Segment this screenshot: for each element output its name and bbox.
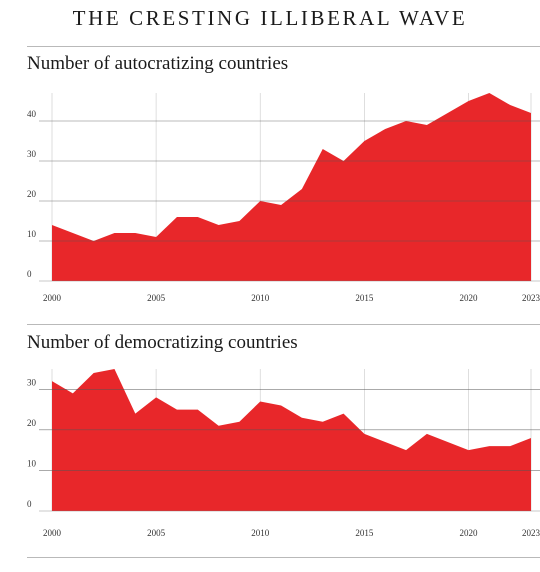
divider-middle	[27, 324, 540, 325]
page-title: THE CRESTING ILLIBERAL WAVE	[72, 6, 468, 30]
y-tick-label-30: 30	[27, 377, 37, 387]
chart-autocratizing: 0 10 20 30 40 2000 2005 2010 2015 2020 2023	[27, 93, 540, 303]
y-tick-label-10: 10	[27, 229, 37, 239]
y-tick-label-30: 30	[27, 149, 37, 159]
x-tick-label-2020: 2020	[460, 293, 479, 303]
y-tick-label-20: 20	[27, 189, 37, 199]
x-tick-label-2005: 2005	[147, 293, 166, 303]
x-tick-label-2015: 2015	[355, 293, 374, 303]
y-tick-label-0: 0	[27, 269, 32, 279]
area-series-democratizing	[52, 369, 531, 511]
y-tick-label-20: 20	[27, 418, 37, 428]
x-tick-label-2015: 2015	[355, 528, 374, 538]
divider-top	[27, 46, 540, 47]
x-tick-label-2023: 2023	[522, 528, 540, 538]
x-tick-label-2005: 2005	[147, 528, 166, 538]
x-tick-label-2000: 2000	[43, 528, 62, 538]
area-series-autocratizing	[52, 93, 531, 281]
y-tick-label-10: 10	[27, 458, 37, 468]
y-tick-label-0: 0	[27, 499, 32, 509]
x-tick-label-2010: 2010	[251, 293, 270, 303]
divider-bottom	[27, 557, 540, 558]
x-tick-label-2023: 2023	[522, 293, 540, 303]
chart-title-autocratizing: Number of autocratizing countries	[27, 53, 289, 74]
x-tick-label-2020: 2020	[460, 528, 479, 538]
chart-title-democratizing: Number of democratizing countries	[27, 332, 298, 353]
y-tick-label-40: 40	[27, 109, 37, 119]
x-tick-label-2010: 2010	[251, 528, 270, 538]
x-tick-label-2000: 2000	[43, 293, 62, 303]
